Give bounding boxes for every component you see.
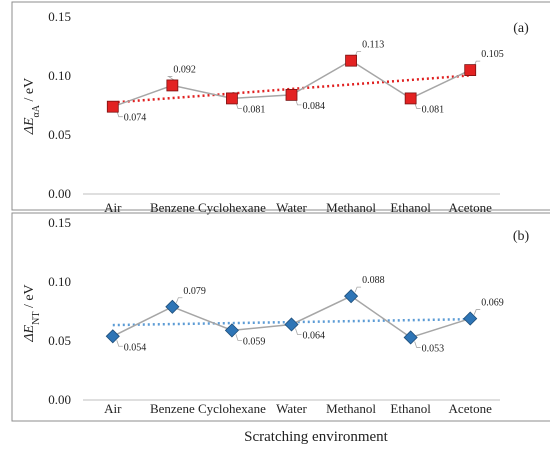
- x-category-label: Benzene: [150, 200, 195, 215]
- data-point-square: [404, 92, 417, 105]
- y-tick-label: 0.05: [48, 333, 71, 348]
- data-label: 0.053: [422, 343, 445, 354]
- x-category-label: Air: [104, 200, 122, 215]
- data-label-leader: [295, 98, 302, 106]
- data-point-diamond: [105, 329, 120, 344]
- y-tick-label: 0.15: [48, 215, 71, 230]
- data-point-diamond: [403, 330, 418, 345]
- panel-frame: [11, 1, 550, 211]
- panel-frame: [11, 212, 550, 422]
- data-label-leader: [116, 110, 123, 118]
- data-label: 0.054: [124, 342, 146, 353]
- data-label: 0.084: [303, 101, 326, 112]
- data-point-diamond: [284, 317, 299, 332]
- chart-panel-a: 0.00 0.05 0.10 0.15 Air Benzene Cyclohexane Wat…: [11, 1, 550, 215]
- x-axis-title: Scratching environment: [244, 429, 389, 445]
- y-axis-title: ΔENT / eV: [22, 284, 42, 342]
- data-point-square: [226, 92, 238, 105]
- data-point-diamond: [224, 323, 239, 338]
- data-label: 0.064: [303, 330, 326, 341]
- y-tick-label: 0.10: [48, 274, 71, 289]
- y-tick-label: 0.10: [48, 68, 71, 83]
- data-label-leader: [354, 286, 362, 293]
- data-label: 0.081: [422, 104, 445, 115]
- data-label: 0.105: [481, 49, 504, 60]
- x-category-label: Methanol: [326, 200, 376, 215]
- data-label-leader: [235, 102, 242, 109]
- x-category-label: Benzene: [150, 401, 195, 416]
- data-point-square: [464, 64, 477, 76]
- y-tick-label: 0.05: [48, 127, 71, 142]
- data-label: 0.113: [362, 40, 384, 51]
- panel-label: (a): [513, 21, 529, 36]
- data-label-leader: [116, 340, 123, 347]
- data-point-diamond: [165, 299, 180, 314]
- x-category-label: Acetone: [449, 401, 493, 416]
- data-label-leader: [473, 309, 481, 315]
- data-label: 0.088: [362, 275, 385, 286]
- x-category-label: Cyclohexane: [198, 401, 266, 416]
- y-tick-label: 0.00: [48, 186, 71, 201]
- data-point-square: [166, 79, 179, 92]
- data-label-leader: [414, 341, 421, 348]
- data-label: 0.079: [183, 286, 206, 297]
- chart-panel-b: 0.00 0.05 0.10 0.15 Air Benzene Cyclohexane Wat…: [11, 212, 550, 422]
- x-category-label: Methanol: [326, 401, 376, 416]
- data-label: 0.059: [243, 336, 266, 347]
- x-category-label: Ethanol: [390, 401, 431, 416]
- x-category-label: Air: [104, 401, 122, 416]
- x-category-label: Acetone: [449, 200, 493, 215]
- data-label-leader: [235, 334, 242, 341]
- data-point-square: [106, 100, 119, 113]
- y-axis-title: ΔEαA / eV: [22, 78, 42, 135]
- panel-label: (b): [513, 229, 530, 244]
- data-label-leader: [414, 102, 421, 109]
- data-point-square: [345, 54, 357, 67]
- data-label: 0.074: [124, 113, 146, 124]
- data-point-square: [285, 88, 298, 101]
- data-label: 0.081: [243, 104, 266, 115]
- x-category-label: Cyclohexane: [198, 200, 266, 215]
- x-category-label: Water: [276, 200, 307, 215]
- data-label: 0.069: [481, 298, 504, 309]
- data-label: 0.092: [173, 64, 196, 75]
- x-category-label: Ethanol: [390, 200, 431, 215]
- y-tick-label: 0.00: [48, 392, 71, 407]
- x-category-label: Water: [276, 401, 307, 416]
- data-label-leader: [295, 328, 302, 335]
- data-point-diamond: [344, 289, 359, 304]
- data-label-leader: [175, 297, 183, 303]
- data-point-diamond: [463, 311, 478, 326]
- y-tick-label: 0.15: [48, 9, 71, 24]
